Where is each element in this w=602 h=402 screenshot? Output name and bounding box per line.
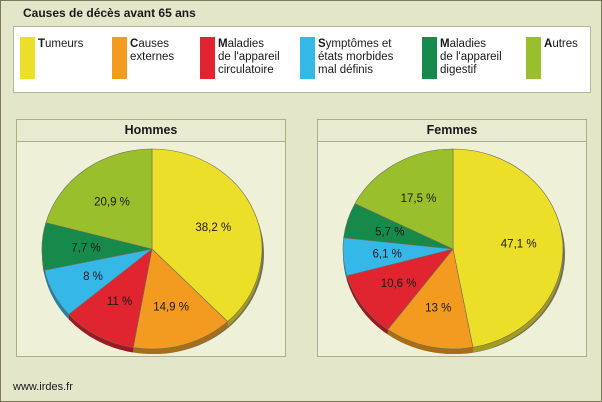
pie-label-autres: 20,9 % [94, 196, 130, 208]
legend-swatch [300, 37, 315, 79]
legend-swatch [526, 37, 541, 79]
panel-title-femmes: Femmes [318, 120, 586, 142]
pie-slice-maladies-de-l-appareil-circulatoire [68, 248, 153, 348]
legend-label-text: ymptômes et états morbides mal définis [318, 38, 394, 76]
panel-hommes: Hommes 38,2 % 14,9 % 11 % 8 % 7,7 % 20,9 % [16, 119, 286, 357]
pie-label-maladies-de-l-appareil-circulatoire: 11 % [107, 296, 132, 308]
pie-label-tumeurs: 47,1 % [501, 239, 537, 251]
panel-title-hommes: Hommes [17, 120, 285, 142]
pie-label-maladies-de-l-appareil-digestif: 7,7 % [71, 242, 100, 254]
legend-label-initial: M [218, 38, 228, 50]
legend-label-initial: A [544, 38, 553, 50]
legend-label: Tumeurs [38, 38, 128, 51]
pie-slice-side-maladies-de-l-appareil-circulatoire [68, 314, 134, 353]
legend-swatch [20, 37, 35, 79]
pie-label-symptomes-et-etats-morbides-mal-definis: 6,1 % [372, 249, 401, 261]
legend-label: Maladies de l'appareil digestif [440, 38, 530, 77]
legend-swatch [200, 37, 215, 79]
legend-label-text: utres [552, 38, 578, 50]
pie-slice-side-maladies-de-l-appareil-circulatoire [346, 275, 388, 335]
legend-label-text: umeurs [45, 38, 84, 50]
legend-label-text: auses externes [130, 38, 175, 63]
legend-label: Symptômes et états morbides mal définis [318, 38, 408, 77]
pie-slice-side-causes-externes [387, 329, 473, 354]
pie-label-causes-externes: 14,9 % [153, 301, 189, 313]
pie-slice-tumeurs [151, 148, 263, 323]
pie-slice-autres [354, 148, 454, 250]
chart-title: Causes de décès avant 65 ans [23, 6, 196, 20]
legend-label-initial: C [130, 38, 139, 50]
pie-label-autres: 17,5 % [401, 193, 437, 205]
pie-label-symptomes-et-etats-morbides-mal-definis: 8 % [83, 271, 103, 283]
legend-swatch [112, 37, 127, 79]
legend-label: Autres [544, 38, 602, 51]
pie-label-causes-externes: 13 % [425, 303, 451, 315]
pie-slice-side-causes-externes [133, 321, 228, 354]
footer-url: www.irdes.fr [13, 381, 73, 393]
legend: Tumeurs Causes externes Maladies de l'ap… [13, 26, 591, 93]
pie-slice-causes-externes [132, 248, 229, 350]
pie-slice-tumeurs [452, 148, 564, 348]
pie-slice-side-symptomes-et-etats-morbides-mal-definis [44, 270, 69, 320]
pie-label-maladies-de-l-appareil-digestif: 5,7 % [375, 227, 404, 239]
legend-label-text: aladies de l'appareil circulatoire [218, 38, 280, 76]
pie-chart-hommes: 38,2 % 14,9 % 11 % 8 % 7,7 % 20,9 % [41, 148, 264, 354]
pie-label-maladies-de-l-appareil-circulatoire: 10,6 % [381, 278, 417, 290]
legend-label-initial: S [318, 38, 326, 50]
legend-label: Causes externes [130, 38, 220, 64]
legend-label-text: aladies de l'appareil digestif [440, 38, 502, 76]
legend-label-initial: T [38, 38, 46, 50]
legend-swatch [422, 37, 437, 79]
pie-slice-autres [45, 148, 153, 250]
pie-slice-causes-externes [387, 248, 474, 350]
legend-label-initial: M [440, 38, 450, 50]
legend-label: Maladies de l'appareil circulatoire [218, 38, 308, 77]
pie-label-tumeurs: 38,2 % [195, 222, 231, 234]
panel-femmes: Femmes 47,1 % 13 % 10,6 % 6,1 % 5,7 % 17,5 % [317, 119, 587, 357]
pie-chart-femmes: 47,1 % 13 % 10,6 % 6,1 % 5,7 % 17,5 % [342, 148, 565, 354]
